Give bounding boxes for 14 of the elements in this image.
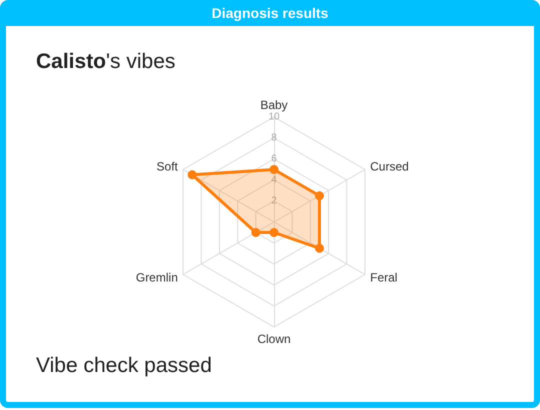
text: Vibe check passed (36, 354, 212, 378)
y-tick-label: 2 (271, 196, 278, 206)
y-tick-label: 6 (271, 154, 278, 164)
spoke-label: Baby (260, 98, 288, 112)
spoke-label: Cursed (370, 160, 409, 174)
spoke-label: Gremlin (136, 270, 178, 284)
y-tick-label: 8 (271, 132, 278, 144)
text: Diagnosis results (210, 5, 330, 21)
spoke-label: Soft (156, 160, 179, 174)
y-tick-label: 10 (268, 112, 280, 122)
chart-title: Calisto's vibes (36, 50, 176, 74)
spoke-label: Feral (370, 270, 398, 284)
spoke-label: Clown (257, 332, 291, 346)
y-tick-label: 4 (271, 174, 278, 186)
